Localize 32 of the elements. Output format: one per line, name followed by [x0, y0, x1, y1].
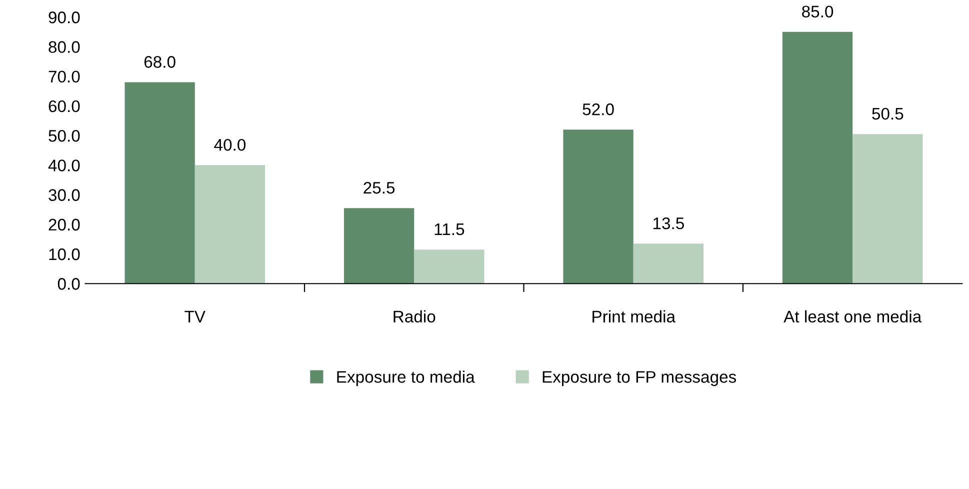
x-tick-label: Print media — [592, 310, 676, 323]
bar — [782, 32, 853, 284]
bar — [852, 134, 923, 284]
data-label: 13.5 — [653, 217, 684, 230]
data-label: 52.0 — [582, 103, 614, 116]
x-tick-label: Radio — [394, 310, 436, 323]
bar — [194, 165, 266, 284]
data-label: 11.5 — [434, 224, 464, 236]
y-tick-label: 70.0 — [48, 70, 80, 83]
data-label: 25.5 — [364, 182, 395, 194]
bar — [344, 208, 414, 284]
bar — [563, 130, 634, 284]
y-tick-label: 30.0 — [48, 189, 80, 201]
bar — [124, 82, 195, 284]
bar — [633, 244, 704, 284]
data-label: 40.0 — [214, 138, 246, 151]
y-tick-label: 0.0 — [58, 278, 80, 290]
y-tick-label: 40.0 — [48, 160, 80, 172]
legend-label: Exposure to FP messages — [542, 371, 736, 386]
x-tick-label: TV — [184, 310, 206, 322]
legend-label: Exposure to media — [337, 370, 475, 386]
data-label: 50.5 — [872, 108, 904, 120]
data-label: 68.0 — [144, 56, 176, 68]
y-tick-label: 60.0 — [48, 100, 80, 112]
y-tick-label: 10.0 — [49, 248, 80, 260]
x-tick-label: At least one media — [784, 310, 922, 323]
y-tick-label: 80.0 — [48, 41, 80, 53]
y-tick-label: 50.0 — [48, 130, 80, 142]
data-label: 85.0 — [802, 6, 834, 18]
y-tick-label: 20.0 — [48, 218, 80, 231]
y-tick-label: 90.0 — [48, 12, 80, 24]
bar — [414, 250, 484, 284]
